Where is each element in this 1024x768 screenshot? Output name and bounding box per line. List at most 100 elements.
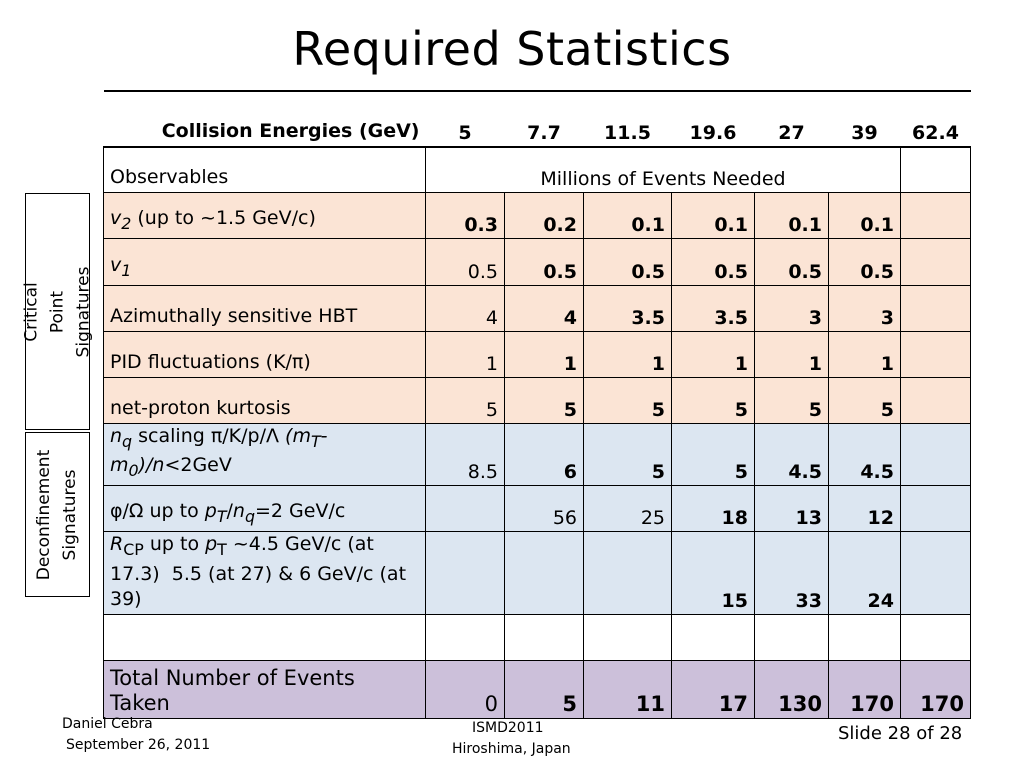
table-row: v1 0.5 0.5 0.5 0.5 0.5 0.5 [103,237,971,286]
table-cell [583,531,672,615]
table-cell: 17 [671,659,755,719]
empty-cell [900,613,971,661]
table-cell: 3.5 [583,284,672,332]
table-cell [900,531,971,615]
empty-cell [425,613,505,661]
empty-cell [671,613,755,661]
table-cell [900,485,971,533]
footer-conference: ISMD2011 [472,720,544,736]
table-row: RCP up to pT ~4.5 GeV/c (at 17.3) 5.5 (a… [103,531,971,615]
table-row: v2 (up to ~1.5 GeV/c) 0.3 0.2 0.1 0.1 0.… [103,191,971,239]
table-cell [900,191,971,239]
empty-cell [103,613,426,661]
table-cell: 1 [828,330,901,378]
table-cell: 6 [504,422,584,487]
table-cell: 0.2 [504,191,584,239]
table-cell [900,284,971,332]
table-cell: 1 [504,330,584,378]
table-cell [425,485,505,533]
energy-header: 39 [828,90,901,148]
row-label: v2 (up to ~1.5 GeV/c) [103,191,426,239]
table-cell: 18 [671,485,755,533]
critical-point-side-text: Critical Point Signatures [21,266,94,357]
total-label: Total Number of Events Taken [103,659,426,719]
footer-date: September 26, 2011 [66,737,211,753]
table-cell: 25 [583,485,672,533]
empty-cell [828,613,901,661]
slide-title: Required Statistics [292,22,732,76]
events-needed-label: Millions of Events Needed [425,146,901,193]
table-cell: 130 [754,659,829,719]
row-label: φ/Ω up to pT/nq=2 GeV/c [103,485,426,533]
table-cell: 0.5 [425,237,505,286]
table-cell: 5 [583,376,672,424]
table-cell: 12 [828,485,901,533]
table-cell: 5 [828,376,901,424]
table-cell: 4.5 [828,422,901,487]
table-cell [900,237,971,286]
table-cell: 5 [583,422,672,487]
table-cell: 0.5 [754,237,829,286]
table-cell: 0.5 [828,237,901,286]
table-cell: 8.5 [425,422,505,487]
table-cell: 0.1 [828,191,901,239]
table-cell: 1 [583,330,672,378]
table-cell: 1 [671,330,755,378]
table-cell: 170 [900,659,971,719]
table-cell: 170 [828,659,901,719]
table-cell: 1 [754,330,829,378]
table-cell: 5 [671,422,755,487]
statistics-table: Collision Energies (GeV) 5 7.7 11.5 19.6… [103,90,971,719]
table-row: net-proton kurtosis 5 5 5 5 5 5 [103,376,971,424]
observables-label: Observables [103,146,426,193]
energy-header-label: Collision Energies (GeV) [103,90,426,148]
row-label: Azimuthally sensitive HBT [103,284,426,332]
table-row: φ/Ω up to pT/nq=2 GeV/c 56 25 18 13 12 [103,485,971,533]
table-cell: 0.1 [583,191,672,239]
energy-header: 62.4 [900,90,971,148]
table-cell: 4 [504,284,584,332]
table-cell [900,376,971,424]
critical-point-side-label: Critical Point Signatures [22,193,94,430]
table-cell: 0.5 [671,237,755,286]
energy-header: 19.6 [671,90,755,148]
empty-cell [900,146,971,193]
table-cell [425,531,505,615]
row-label: RCP up to pT ~4.5 GeV/c (at 17.3) 5.5 (a… [103,531,426,615]
empty-row [103,613,971,661]
table-cell: 0.5 [583,237,672,286]
row-label: nq scaling π/K/p/Λ (mT-m0)/n<2GeV [103,422,426,487]
energy-header: 27 [754,90,829,148]
row-label: PID fluctuations (K/π) [103,330,426,378]
energy-header: 5 [425,90,505,148]
table-cell [900,330,971,378]
table-cell: 5 [754,376,829,424]
table-row: nq scaling π/K/p/Λ (mT-m0)/n<2GeV 8.5 6 … [103,422,971,487]
deconfinement-side-label: Deconfinement Signatures [25,432,90,597]
empty-cell [504,613,584,661]
table-cell: 56 [504,485,584,533]
table-cell: 24 [828,531,901,615]
table-cell: 0.3 [425,191,505,239]
table-cell: 5 [425,376,505,424]
row-label: net-proton kurtosis [103,376,426,424]
footer-author: Daniel Cebra [62,716,153,732]
table-cell: 5 [504,659,584,719]
table-cell: 33 [754,531,829,615]
header-row: Collision Energies (GeV) 5 7.7 11.5 19.6… [103,90,971,148]
table-cell [504,531,584,615]
table-cell: 13 [754,485,829,533]
table-cell: 3 [754,284,829,332]
table-cell: 1 [425,330,505,378]
table-cell: 15 [671,531,755,615]
table-cell [900,422,971,487]
table-cell: 4.5 [754,422,829,487]
deconfinement-side-text: Deconfinement Signatures [34,449,81,580]
table-cell: 0 [425,659,505,719]
table-cell: 11 [583,659,672,719]
empty-cell [754,613,829,661]
table-cell: 0.5 [504,237,584,286]
table-row: PID fluctuations (K/π) 1 1 1 1 1 1 [103,330,971,378]
empty-cell [583,613,672,661]
energy-header: 11.5 [583,90,672,148]
